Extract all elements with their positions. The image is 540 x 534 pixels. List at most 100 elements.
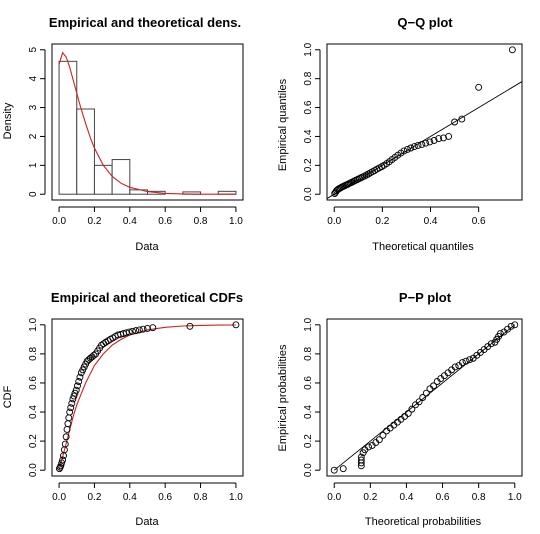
x-tick-label: 0.4 [123, 492, 137, 503]
x-tick-label: 0.2 [87, 216, 101, 227]
y-tick-label: 0.0 [303, 187, 314, 201]
pp-point [458, 359, 466, 367]
pp-point [430, 382, 437, 390]
pp-point [466, 356, 474, 364]
plot-frame [326, 318, 523, 477]
y-axis-label: Empirical probabilities [277, 344, 289, 451]
density-panel: Empirical and theoretical dens. Data Den… [2, 15, 244, 253]
ecdf-point [76, 373, 84, 381]
pp-point [357, 453, 365, 461]
x-tick-label: 0.0 [52, 216, 66, 227]
ecdf-point [63, 426, 71, 433]
qq-point [451, 118, 459, 126]
histogram-bar [76, 108, 95, 195]
ecdf-point [70, 392, 78, 400]
x-tick-label: 0.2 [363, 492, 377, 503]
x-tick-label: 0.8 [194, 216, 208, 227]
x-tick-label: 0.0 [327, 492, 341, 503]
panel-title: Empirical and theoretical CDFs [51, 290, 243, 305]
theoretical-cdf-curve [58, 324, 236, 471]
histogram-bar [93, 164, 113, 195]
ecdf-point [186, 322, 194, 330]
qq-point [403, 145, 411, 153]
y-tick-label: 0.0 [28, 463, 39, 477]
qq-point [445, 132, 453, 140]
x-tick-label: 0.8 [472, 492, 486, 503]
y-tick-label: 0.6 [303, 100, 314, 114]
pp-point [404, 410, 412, 417]
x-tick-label: 0.0 [52, 492, 66, 503]
y-tick-label: 0.4 [303, 129, 314, 143]
ecdf-point [149, 324, 157, 332]
x-axis-label: Theoretical probabilities [365, 516, 482, 528]
x-axis-label: Data [135, 516, 159, 528]
pp-point [339, 465, 347, 473]
ecdf-point [66, 408, 74, 416]
qq-point [426, 138, 434, 146]
y-tick-label: 0.2 [28, 434, 39, 448]
ecdf-point [139, 325, 147, 333]
plot-frame [51, 43, 244, 201]
x-tick-label: 1.0 [508, 492, 522, 503]
y-tick-label: 0.6 [303, 376, 314, 390]
ecdf-point [72, 386, 80, 394]
ecdf-point [144, 324, 151, 332]
y-tick-label: 5 [28, 47, 39, 53]
qq-point [400, 147, 408, 155]
x-tick-label: 1.0 [229, 492, 243, 503]
x-tick-label: 0.8 [194, 492, 208, 503]
y-tick-label: 4 [28, 75, 39, 81]
ecdf-point [74, 382, 81, 390]
ecdf-point [135, 326, 143, 334]
pp-point [487, 340, 495, 348]
pp-point [365, 443, 372, 451]
plot-frame [326, 43, 523, 201]
x-tick-label: 0.6 [472, 216, 486, 227]
y-tick-label: 1.0 [303, 42, 314, 56]
pp-point [375, 436, 383, 444]
ecdf-point [132, 327, 140, 335]
qq-point [475, 83, 483, 91]
x-tick-label: 0.6 [158, 216, 172, 227]
y-tick-label: 0.2 [303, 158, 314, 172]
pp-point [507, 322, 515, 330]
x-tick-label: 0.2 [375, 216, 389, 227]
qq-point [410, 143, 418, 151]
qq-point [458, 115, 466, 123]
ecdf-point [75, 378, 83, 385]
ecdf-point [64, 420, 72, 428]
y-tick-label: 0.8 [303, 347, 314, 361]
pp-point [379, 431, 387, 439]
y-axis-label: Density [2, 102, 14, 139]
pp-point [496, 330, 504, 337]
panel-title: Q−Q plot [397, 15, 453, 30]
x-tick-label: 1.0 [229, 216, 243, 227]
y-tick-label: 0.2 [303, 434, 314, 448]
ecdf-point [129, 327, 136, 335]
qq-point [430, 137, 438, 144]
qq-point [435, 135, 443, 143]
panel-title: P−P plot [399, 290, 452, 305]
y-tick-label: 2 [28, 133, 39, 139]
y-tick-label: 0 [28, 191, 39, 197]
ecdf-point [122, 329, 130, 337]
plot-frame [51, 318, 244, 477]
y-tick-label: 1 [28, 162, 39, 168]
x-axis-label: Theoretical quantiles [372, 241, 474, 253]
y-tick-label: 0.6 [28, 376, 39, 390]
x-tick-label: 0.6 [436, 492, 450, 503]
pp-point [415, 398, 423, 406]
y-axis-label: CDF [2, 385, 14, 408]
ecdf-point [68, 399, 76, 407]
x-tick-label: 0.4 [424, 216, 438, 227]
y-tick-label: 1.0 [28, 317, 39, 331]
y-tick-label: 3 [28, 104, 39, 110]
pp-point [451, 363, 459, 371]
pp-point [422, 389, 430, 397]
y-tick-label: 1.0 [303, 317, 314, 331]
y-tick-label: 0.4 [28, 405, 39, 419]
qq-point [508, 46, 516, 54]
ecdf-point [67, 404, 75, 412]
ecdf-point [125, 328, 133, 336]
